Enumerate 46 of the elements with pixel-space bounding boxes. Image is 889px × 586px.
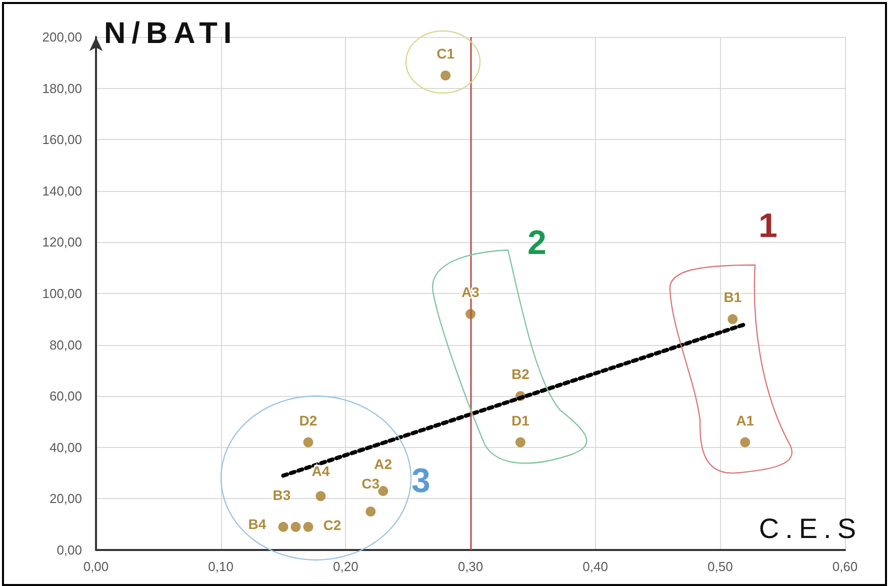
y-axis-title: N/BATI (104, 17, 238, 50)
annotation: D1 (511, 412, 530, 428)
x-tick-label: 0,10 (208, 559, 234, 574)
annotation: C2 (323, 516, 342, 533)
y-tick-label: 200,00 (42, 30, 82, 44)
x-tick-label: 0,20 (333, 559, 358, 574)
y-tick-label: 140,00 (42, 183, 82, 198)
y-tick-label: 120,00 (42, 234, 82, 250)
annotation: 3 (412, 462, 430, 500)
point (740, 437, 750, 448)
annotation: C1 (436, 45, 455, 62)
y-tick-label: 20,00 (49, 491, 82, 506)
point (366, 506, 376, 517)
x-tick-label: 0,60 (832, 559, 858, 574)
annotation: 1 (758, 207, 778, 245)
point (278, 522, 288, 532)
annotation: 2 (528, 224, 546, 262)
y-tick-label: 0,00 (56, 542, 82, 558)
x-tick-label: 0,30 (458, 559, 484, 574)
point (515, 437, 526, 448)
x-axis-title: C.E.S (758, 513, 862, 544)
y-tick-label: 100,00 (42, 286, 82, 301)
point (290, 522, 301, 532)
y-tick-label: 40,00 (49, 440, 82, 455)
annotation: B3 (272, 486, 291, 503)
y-tick-label: 160,00 (42, 132, 82, 148)
y-tick-label: 60,00 (49, 388, 82, 404)
annotation: A4 (312, 463, 330, 480)
point (440, 70, 451, 80)
annotation: B4 (248, 516, 266, 532)
annotation: C3 (362, 476, 380, 492)
point (303, 522, 314, 532)
annotation: B1 (724, 289, 742, 306)
point (728, 314, 738, 324)
point (303, 437, 314, 448)
annotation: A1 (736, 412, 754, 428)
point (316, 491, 326, 502)
x-tick-label: 0,00 (83, 559, 109, 574)
annotation: D2 (299, 412, 318, 428)
x-tick-label: 0,50 (708, 559, 733, 574)
point (378, 486, 388, 496)
annotation: B2 (511, 366, 530, 382)
annotation: A2 (374, 456, 392, 472)
y-tick-label: 80,00 (49, 337, 82, 352)
x-tick-label: 0,40 (582, 559, 608, 574)
y-tick-label: 180,00 (42, 80, 82, 96)
